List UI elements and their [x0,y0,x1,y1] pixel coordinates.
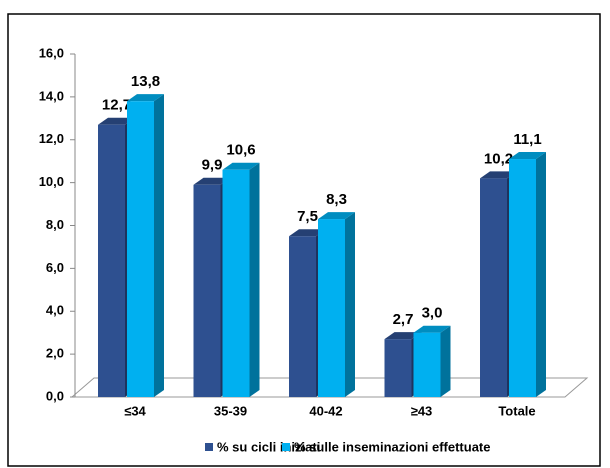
y-tick-label: 6,0 [46,260,64,275]
value-label: 7,5 [297,208,318,225]
bar [509,159,536,397]
bar-top [127,94,164,102]
legend-label: % su cicli iniziati [217,439,320,454]
bar-top [509,152,546,160]
bar-side [154,94,164,397]
bar-top [413,325,451,333]
bar-top [289,229,326,237]
x-tick-label: Totale [498,403,535,418]
value-label: 10,6 [226,142,255,159]
x-tick-label: 40-42 [309,403,342,418]
y-tick-label: 10,0 [39,174,64,189]
x-tick-label: ≥43 [411,403,433,418]
value-label: 3,0 [422,305,443,322]
bar [413,332,441,397]
bar [222,169,250,397]
legend-swatch [282,443,290,451]
bar [384,339,412,397]
value-label: 8,3 [326,191,347,208]
x-tick-label: ≤34 [124,403,146,418]
y-tick-label: 0,0 [46,388,64,403]
bar-top [480,171,517,179]
bar-top [193,177,231,185]
bar [289,236,316,397]
bar [193,184,221,397]
value-label: 9,9 [202,157,223,174]
bar [480,178,507,397]
y-tick-label: 12,0 [39,131,64,146]
bar-top [98,117,135,125]
value-label: 2,7 [393,311,414,328]
bar [318,219,345,397]
y-tick-label: 8,0 [46,217,64,232]
bar-top [318,212,355,220]
legend-swatch [205,443,213,451]
value-label: 13,8 [131,73,160,90]
x-tick-label: 35-39 [214,403,247,418]
legend-label: % sulle inseminazioni effettuate [294,439,491,454]
value-label: 10,2 [484,150,513,167]
value-label: 11,1 [513,131,541,148]
bar-side [440,325,451,397]
y-tick-label: 14,0 [39,88,64,103]
y-tick-label: 2,0 [46,346,64,361]
y-tick-label: 4,0 [46,303,64,318]
bar-side [536,152,546,397]
bar [127,101,154,397]
y-tick-label: 16,0 [39,45,64,60]
value-label: 12,7 [102,97,131,114]
bar-top [384,332,422,340]
bar-side [249,162,260,397]
bar-top [222,162,260,170]
bar [98,124,125,398]
bar-side [345,212,355,397]
